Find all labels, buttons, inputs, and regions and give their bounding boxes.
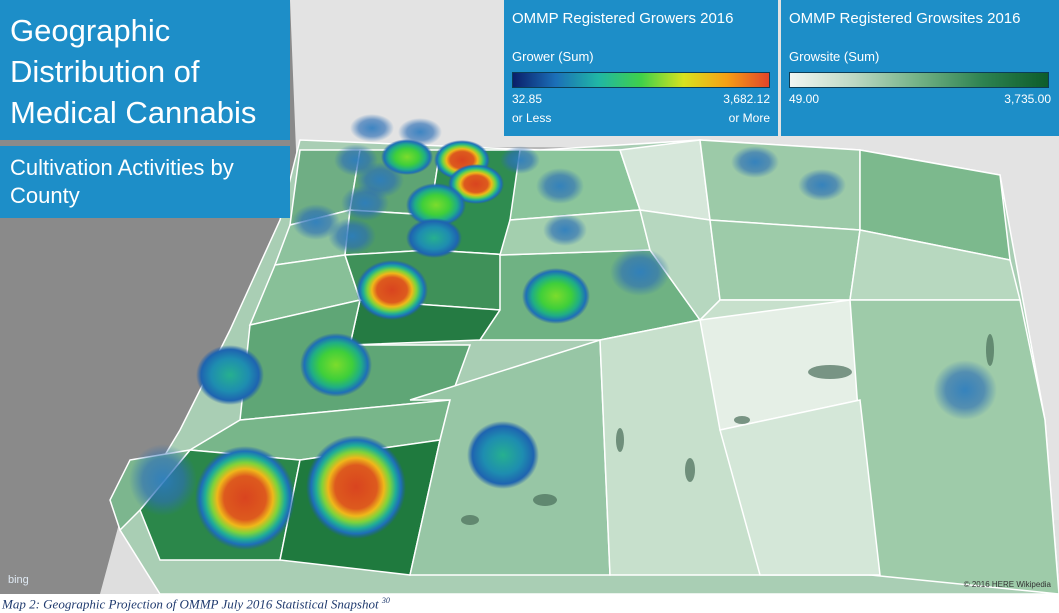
heat-spot: [328, 218, 376, 254]
heat-spot: [536, 168, 584, 204]
heat-spot: [406, 183, 466, 227]
heat-spot: [398, 118, 442, 146]
legend-growers: OMMP Registered Growers 2016 Grower (Sum…: [504, 0, 778, 136]
county-malheur: [849, 299, 1059, 594]
heat-spot: [292, 204, 340, 240]
map-credit: © 2016 HERE Wikipedia: [963, 580, 1051, 589]
heat-spot: [467, 421, 539, 489]
heat-spot: [341, 185, 389, 221]
legend-growers-title: OMMP Registered Growers 2016: [512, 10, 734, 27]
heat-spot: [610, 248, 670, 296]
heat-spot: [406, 218, 462, 258]
legend-growers-max-label: or More: [728, 111, 770, 125]
heat-spot: [306, 435, 406, 539]
map-canvas[interactable]: Geographic Distribution of Medical Canna…: [0, 0, 1059, 594]
figure-caption: Map 2: Geographic Projection of OMMP Jul…: [2, 596, 390, 612]
bing-logo: bing: [8, 574, 29, 586]
heat-spot: [448, 164, 504, 204]
heat-spot: [356, 260, 428, 320]
heat-spot: [522, 268, 590, 324]
map-layer: [100, 0, 1059, 594]
map-subtitle: Cultivation Activities by County: [10, 155, 234, 208]
heat-spot: [500, 146, 540, 174]
legend-growers-field: Grower (Sum): [512, 49, 594, 64]
caption-text: Map 2: Geographic Projection of OMMP Jul…: [2, 596, 382, 612]
heat-spot: [129, 444, 197, 516]
legend-growsites-min: 49.00: [789, 92, 820, 106]
legend-growsites-field: Growsite (Sum): [789, 49, 880, 64]
heat-spot: [731, 146, 779, 178]
county-harney-south: [719, 399, 881, 576]
heat-spot: [798, 169, 846, 201]
legend-growers-color-ramp: [512, 72, 770, 88]
legend-growers-min: 32.85: [512, 92, 543, 106]
legend-growsites-max: 3,735.00: [1004, 92, 1051, 106]
map-title-panel: Geographic Distribution of Medical Canna…: [0, 0, 290, 140]
county-grant: [709, 219, 861, 301]
heat-spot: [350, 114, 394, 142]
heat-spot: [196, 345, 264, 405]
caption-footnote: 30: [381, 596, 390, 605]
map-title: Geographic Distribution of Medical Canna…: [10, 13, 257, 130]
legend-growers-max: 3,682.12: [723, 92, 770, 106]
heat-spot: [933, 360, 997, 420]
lakes: [461, 334, 994, 525]
heat-layer: [129, 114, 997, 550]
legend-growsites: OMMP Registered Growsites 2016 Growsite …: [781, 0, 1059, 136]
legend-growsites-color-ramp: [789, 72, 1049, 88]
heat-spot: [543, 214, 587, 246]
heat-spot: [300, 333, 372, 397]
map-subtitle-panel: Cultivation Activities by County: [0, 146, 290, 218]
legend-growsites-title: OMMP Registered Growsites 2016: [789, 10, 1021, 27]
legend-growers-min-label: or Less: [512, 111, 552, 125]
heat-spot: [195, 446, 295, 550]
